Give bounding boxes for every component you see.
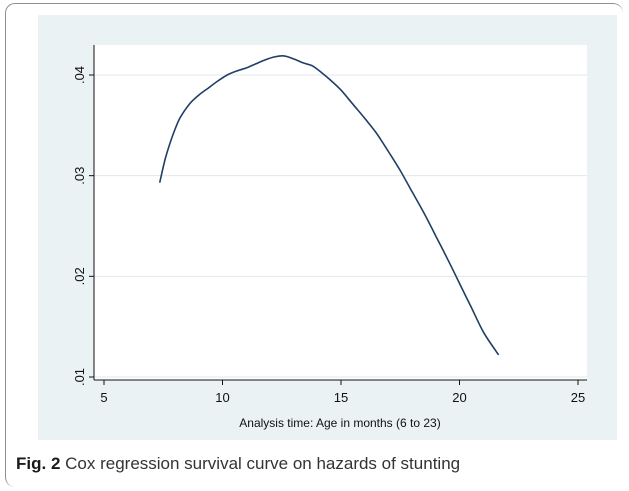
hazard-curve-line: [158, 54, 500, 356]
y-tick-label: .03: [72, 167, 87, 185]
x-ticks: 5 10 15 20 25: [100, 380, 585, 405]
x-tick-label: 20: [452, 390, 466, 405]
figure-caption: Fig. 2 Cox regression survival curve on …: [16, 454, 460, 474]
plot-area: [94, 45, 587, 380]
x-tick-label: 10: [215, 390, 229, 405]
x-axis-label: Analysis time: Age in months (6 to 23): [239, 416, 440, 430]
x-tick-label: 25: [571, 390, 585, 405]
chart: 5 10 15 20 25 .01 .02 .03 .04 Analysis time: Ag…: [72, 45, 587, 430]
x-tick-label: 15: [334, 390, 348, 405]
y-tick-label: .02: [72, 267, 87, 285]
figure-frame: [5, 3, 623, 487]
x-tick-label: 5: [100, 390, 107, 405]
caption-label: Fig. 2: [16, 454, 61, 473]
y-ticks: .01 .02 .03 .04: [72, 66, 94, 386]
grid-lines: [94, 74, 587, 378]
y-tick-label: .01: [72, 368, 87, 386]
y-tick-label: .04: [72, 66, 87, 84]
caption-text: Cox regression survival curve on hazards…: [60, 454, 461, 473]
